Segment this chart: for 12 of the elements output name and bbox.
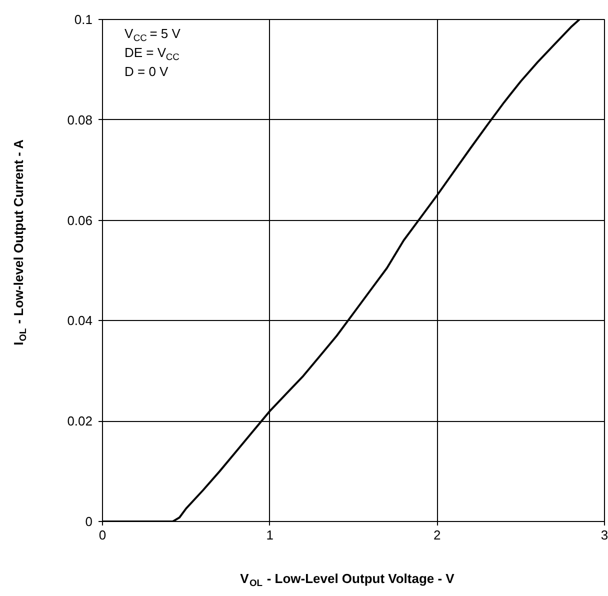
x-tick-label: 1 xyxy=(266,528,274,542)
x-tick-label: 0 xyxy=(98,528,106,542)
y-tick-label: 0 xyxy=(85,514,93,529)
y-axis-title: IOL - Low-level Output Current - A xyxy=(11,138,28,346)
y-tick-label: 0.08 xyxy=(67,112,93,128)
y-tick-label: 0.1 xyxy=(74,12,93,27)
y-tick-label: 0.06 xyxy=(67,212,93,228)
x-tick-label: 3 xyxy=(600,528,608,542)
x-tick-label: 2 xyxy=(434,528,441,542)
annotation: D = 0 V xyxy=(124,64,169,79)
y-tick-label: 0.04 xyxy=(67,313,93,328)
y-tick-label: 0.02 xyxy=(67,414,93,429)
